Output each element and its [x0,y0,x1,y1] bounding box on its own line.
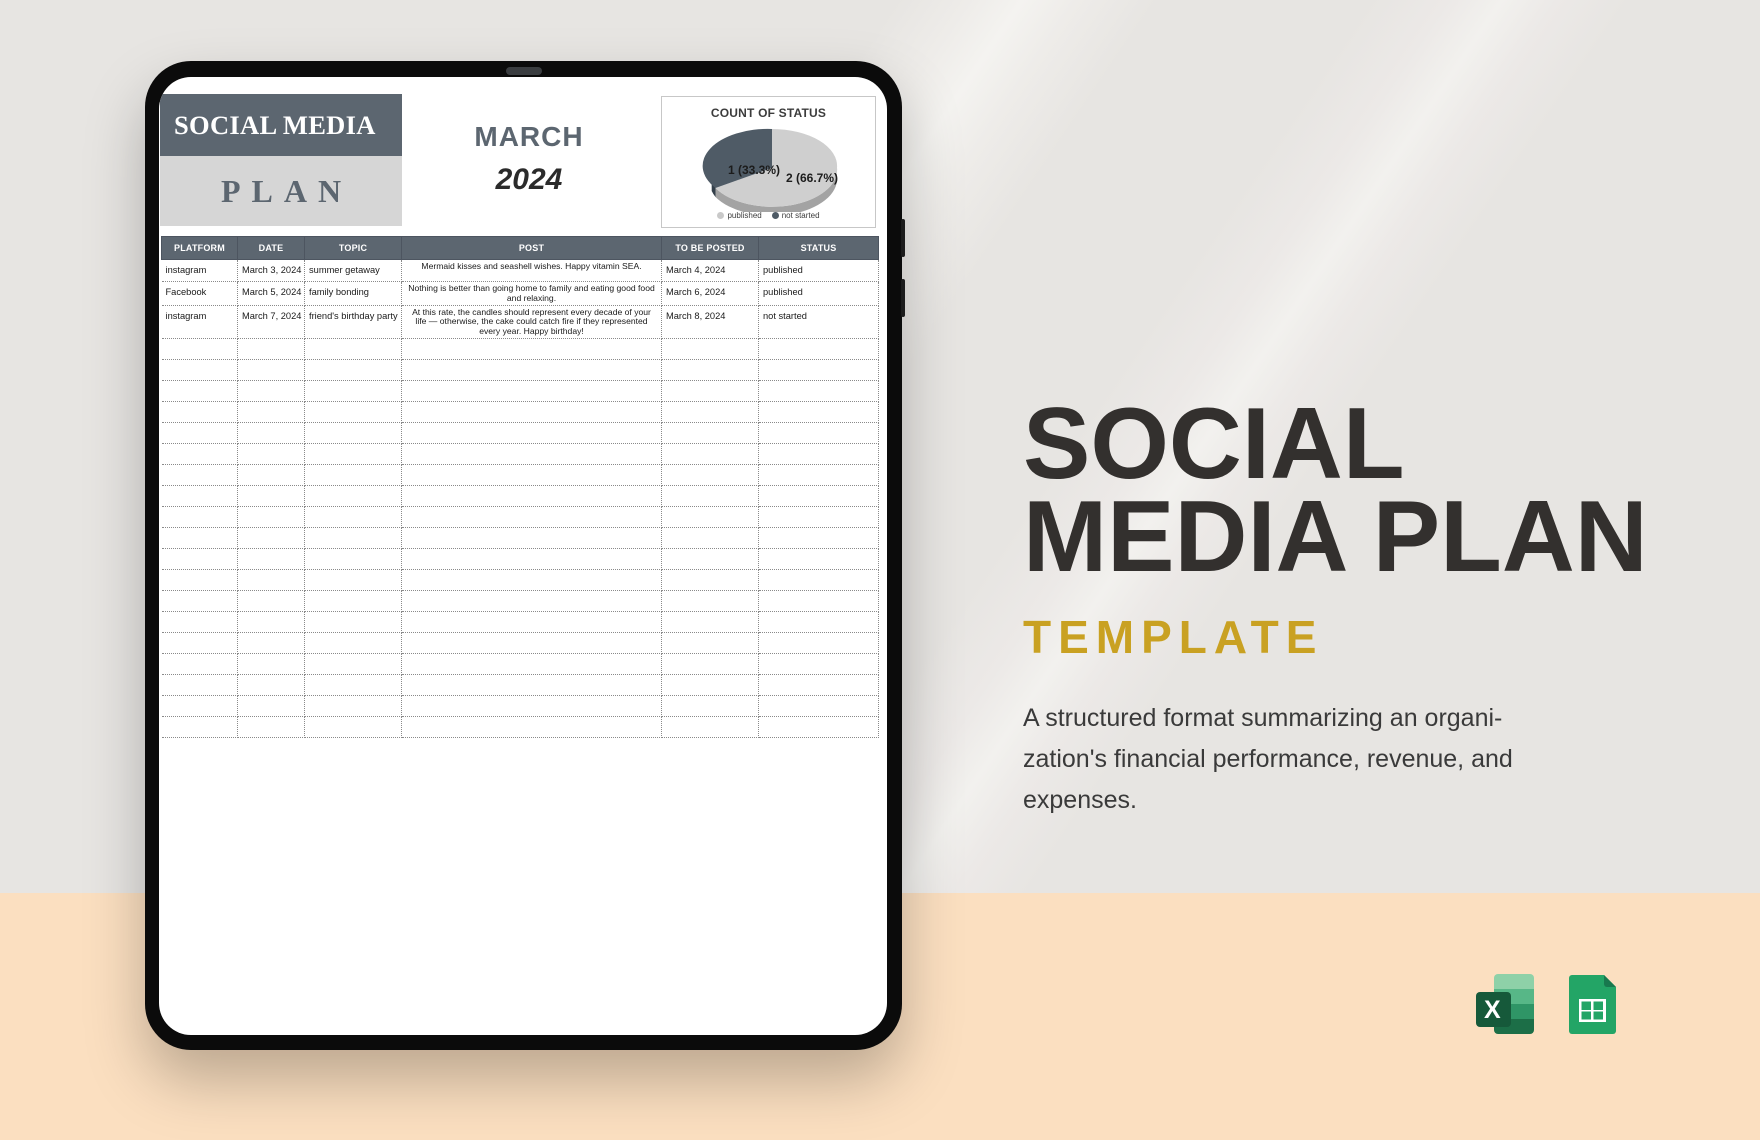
svg-text:2 (66.7%): 2 (66.7%) [786,171,838,185]
svg-text:X: X [1484,996,1501,1024]
svg-text:1 (33.3%): 1 (33.3%) [728,163,780,177]
